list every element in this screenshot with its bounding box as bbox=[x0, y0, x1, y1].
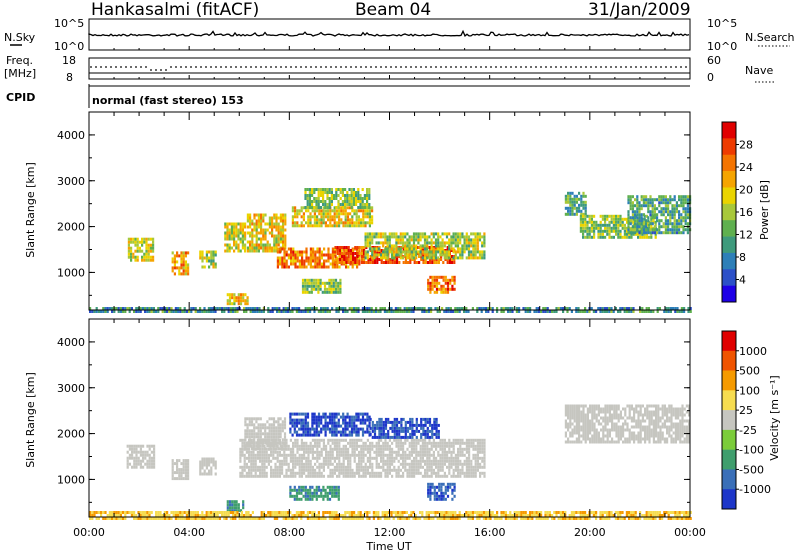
velocity-panel-frame bbox=[88, 318, 691, 518]
nsearch-tick-low: 10^0 bbox=[707, 40, 737, 53]
svg-text:4: 4 bbox=[739, 274, 746, 287]
time-axis: 00:00 04:00 08:00 12:00 16:00 20:00 00:00 bbox=[73, 526, 706, 539]
svg-text:1000: 1000 bbox=[57, 266, 85, 279]
freq-dots bbox=[90, 66, 687, 71]
date-title: 31/Jan/2009 bbox=[588, 0, 691, 20]
power-data-cells bbox=[89, 188, 692, 313]
svg-text:20: 20 bbox=[739, 184, 753, 197]
nsky-panel-frame bbox=[88, 18, 691, 51]
svg-text:2000: 2000 bbox=[57, 221, 85, 234]
velocity-data-cells bbox=[89, 404, 692, 520]
velocity-ylabel: Slant Range [km] bbox=[24, 372, 37, 468]
nsky-tick-low: 10^0 bbox=[54, 40, 84, 53]
nsearch-label: N.Search bbox=[745, 31, 795, 44]
nsky-tick-high: 10^5 bbox=[54, 17, 84, 30]
svg-text:3000: 3000 bbox=[57, 175, 85, 188]
power-ylabel: Slant Range [km] bbox=[24, 162, 37, 258]
power-panel-frame bbox=[88, 111, 691, 311]
svg-text:28: 28 bbox=[739, 139, 753, 152]
freq-label: Freq. bbox=[6, 54, 33, 67]
xlabel: Time UT bbox=[365, 540, 411, 553]
velocity-colorbar-label: Velocity [m s⁻¹] bbox=[768, 375, 781, 460]
power-colorbar: 28 24 20 16 12 8 4 bbox=[721, 121, 753, 303]
x-tick-label: 20:00 bbox=[574, 526, 606, 539]
x-tick-label: 16:00 bbox=[474, 526, 506, 539]
freq-tick-high: 18 bbox=[62, 54, 76, 67]
nave-tick-high: 60 bbox=[707, 54, 721, 67]
x-tick-label: 04:00 bbox=[173, 526, 205, 539]
x-tick-label: 00:00 bbox=[73, 526, 105, 539]
nave-label: Nave bbox=[745, 64, 773, 77]
x-tick-label: 00:00 bbox=[674, 526, 706, 539]
nsearch-tick-high: 10^5 bbox=[707, 17, 737, 30]
station-title: Hankasalmi (fitACF) bbox=[91, 0, 260, 20]
svg-text:16: 16 bbox=[739, 206, 753, 219]
svg-text:12: 12 bbox=[739, 229, 753, 242]
cpid-label: CPID bbox=[6, 91, 35, 104]
nsky-label: N.Sky bbox=[4, 31, 36, 44]
svg-text:4000: 4000 bbox=[57, 129, 85, 142]
nave-tick-low: 0 bbox=[707, 71, 714, 84]
beam-title: Beam 04 bbox=[355, 0, 432, 20]
svg-text:8: 8 bbox=[739, 251, 746, 264]
power-colorbar-label: Power [dB] bbox=[758, 180, 771, 240]
x-tick-label: 12:00 bbox=[374, 526, 406, 539]
power-axes: 4000 3000 2000 1000 bbox=[57, 46, 691, 310]
nsky-trace bbox=[88, 29, 690, 37]
mode-text: normal (fast stereo) 153 bbox=[92, 94, 244, 107]
freq-tick-low: 8 bbox=[66, 71, 73, 84]
svg-text:24: 24 bbox=[739, 161, 753, 174]
freq-unit: [MHz] bbox=[4, 67, 36, 80]
x-tick-label: 08:00 bbox=[273, 526, 305, 539]
